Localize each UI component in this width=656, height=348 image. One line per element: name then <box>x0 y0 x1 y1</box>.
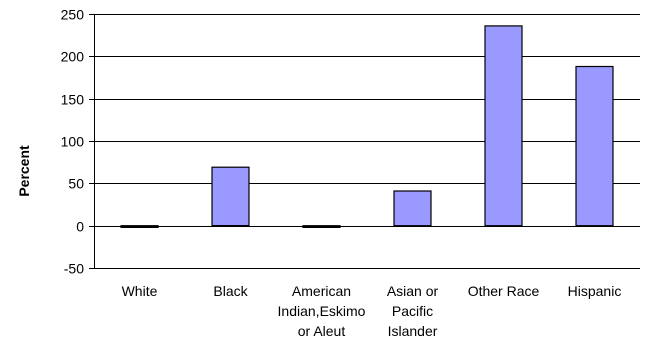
y-tick-label: 50 <box>68 176 84 192</box>
y-tick-label: 200 <box>61 49 85 65</box>
x-tick-label: Hispanic <box>568 283 622 299</box>
x-tick-label: Islander <box>388 323 438 339</box>
x-tick-label: Other Race <box>468 283 540 299</box>
bar <box>211 166 250 227</box>
x-tick-label: Indian,Eskimo <box>278 303 366 319</box>
gridlines <box>94 14 640 269</box>
bar <box>484 25 523 227</box>
x-tick-label: or Aleut <box>298 323 346 339</box>
axes <box>89 14 640 269</box>
x-tick-label: White <box>122 283 158 299</box>
x-tick-label: Asian or <box>387 283 439 299</box>
bar <box>575 65 614 227</box>
x-tick-labels: White Black American Indian,Eskimo or Aleut A… <box>122 283 622 339</box>
bar <box>393 190 432 227</box>
y-tick-label: -50 <box>64 261 84 277</box>
x-tick-label: American <box>292 283 351 299</box>
x-tick-label: Pacific <box>392 303 433 319</box>
y-tick-label: 100 <box>61 134 85 150</box>
x-tick-label: Black <box>213 283 248 299</box>
y-tick-labels: 250 200 150 100 50 0 -50 <box>61 7 85 277</box>
y-axis-label: Percent <box>16 145 32 197</box>
y-tick-label: 0 <box>76 219 84 235</box>
y-tick-label: 150 <box>61 92 85 108</box>
y-tick-label: 250 <box>61 7 85 23</box>
